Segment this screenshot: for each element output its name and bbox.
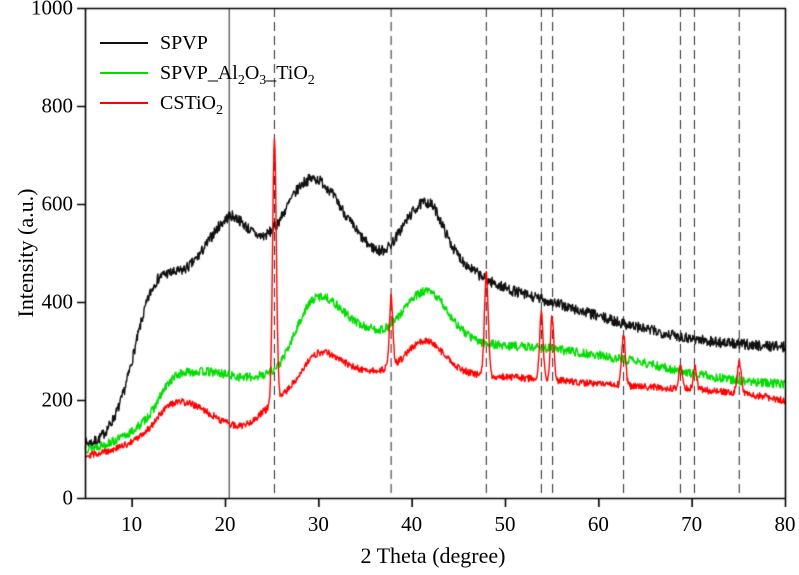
x-tick-label: 10: [121, 512, 143, 536]
x-tick-label: 40: [401, 512, 423, 536]
y-tick-label: 600: [41, 191, 74, 216]
x-tick-label: 50: [494, 512, 516, 536]
x-tick-label: 80: [774, 512, 796, 536]
legend-item-spvp-al2o3-tio2: SPVP_Al2O3_TiO2: [100, 58, 315, 88]
y-tick-label: 400: [41, 289, 74, 314]
x-tick-label: 70: [681, 512, 703, 536]
y-tick-label: 800: [41, 93, 74, 118]
y-tick-label: 0: [62, 485, 74, 510]
y-tick-label: 200: [41, 387, 74, 412]
legend-label: SPVP_Al2O3_TiO2: [160, 61, 315, 88]
legend: SPVP SPVP_Al2O3_TiO2 CSTiO2: [100, 28, 315, 118]
x-axis-title: 2 Theta (degree): [360, 543, 506, 568]
legend-line-swatch: [100, 72, 148, 74]
x-tick-label: 30: [307, 512, 329, 536]
legend-line-swatch: [100, 102, 148, 104]
x-tick-label: 20: [214, 512, 236, 536]
legend-item-spvp: SPVP: [100, 28, 315, 58]
y-tick-label: 1000: [31, 0, 73, 20]
legend-item-cstio2: CSTiO2: [100, 88, 315, 118]
x-tick-label: 60: [587, 512, 609, 536]
legend-line-swatch: [100, 42, 148, 44]
legend-label: CSTiO2: [160, 91, 223, 118]
legend-label: SPVP: [160, 31, 208, 54]
y-axis-title: Intensity (a.u.): [13, 188, 38, 318]
